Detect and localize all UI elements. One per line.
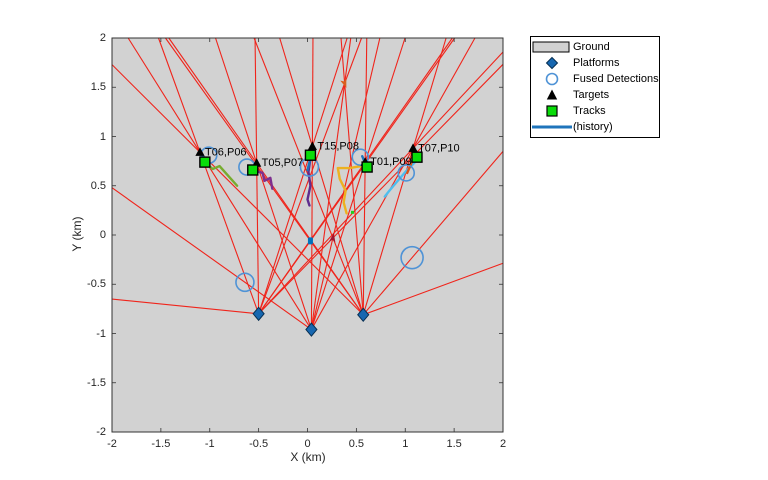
bearing-ray — [310, 37, 314, 330]
fused-detection-circle[interactable] — [397, 164, 416, 182]
untracked-target-orange — [340, 78, 347, 89]
target-marker[interactable] — [408, 143, 418, 152]
track-label: T15,P08 — [317, 140, 359, 152]
legend-row-fused-detections: Fused Detections — [531, 72, 659, 87]
y-tick-label: 1.5 — [90, 81, 106, 94]
bearing-ray — [254, 37, 260, 314]
bearing-ray — [258, 37, 348, 314]
y-tick-label: 1 — [99, 130, 106, 143]
legend-row-history: (history) — [531, 119, 659, 134]
y-tick-label: -0.5 — [87, 278, 106, 291]
bearing-ray — [111, 298, 259, 315]
bearing-ray — [362, 37, 447, 315]
legend-label: Platforms — [573, 57, 620, 70]
x-tick-label: 0.5 — [348, 438, 365, 450]
legend-row-targets: Targets — [531, 87, 659, 102]
bearing-ray — [310, 37, 406, 330]
track-marker[interactable] — [411, 151, 423, 163]
legend-row-ground: Ground — [531, 40, 659, 55]
legend-label: Ground — [573, 41, 610, 54]
small-platform-dot — [307, 237, 313, 245]
fused-detection-circle[interactable] — [351, 148, 370, 166]
bearing-ray — [362, 37, 368, 315]
bearing-ray — [279, 37, 364, 315]
bearing-ray — [258, 51, 504, 315]
platform-diamond-icon — [531, 56, 573, 70]
legend: Ground Platforms Fused Detections Target… — [530, 36, 660, 138]
platform-marker[interactable] — [305, 322, 318, 337]
bearing-ray — [310, 37, 381, 330]
residual-dot-green — [350, 210, 354, 214]
track-label: T07,P10 — [418, 142, 460, 154]
x-tick-label: 1 — [402, 438, 409, 450]
fused-detection-circle[interactable] — [400, 245, 424, 270]
y-tick-label: 2 — [99, 32, 106, 44]
x-tick-label: -2 — [107, 438, 117, 450]
track-square-icon — [531, 104, 573, 118]
bearing-ray — [111, 64, 364, 316]
target-marker[interactable] — [307, 141, 317, 150]
track-marker[interactable] — [361, 161, 373, 173]
bearing-ray — [127, 37, 312, 330]
legend-row-tracks: Tracks — [531, 103, 659, 118]
x-tick-label: -0.5 — [249, 438, 269, 450]
x-tick-label: -1.5 — [151, 438, 171, 450]
legend-label: Fused Detections — [573, 73, 659, 86]
bearing-ray — [157, 37, 260, 314]
platform-marker[interactable] — [357, 307, 370, 323]
y-tick-label: 0.5 — [90, 179, 106, 192]
track-marker[interactable] — [247, 164, 259, 176]
legend-label: Targets — [573, 88, 610, 101]
track-label: T05,P07 — [262, 157, 304, 169]
track-label: T06,P06 — [205, 146, 247, 158]
y-tick-label: -2 — [96, 426, 106, 438]
detection-circle-icon — [531, 72, 573, 86]
bearing-ray — [310, 37, 352, 330]
track-marker[interactable] — [199, 156, 211, 168]
legend-row-platforms: Platforms — [531, 56, 659, 71]
bearing-ray — [258, 63, 504, 315]
track-label: T01,P09 — [370, 156, 412, 168]
legend-label: Tracks — [573, 104, 606, 117]
x-tick-label: 0 — [304, 438, 311, 450]
legend-label: (history) — [573, 120, 613, 133]
x-tick-label: 2 — [499, 438, 507, 450]
bearing-ray — [363, 262, 504, 316]
y-tick-label: -1 — [96, 327, 106, 340]
untracked-target-darkred — [329, 233, 336, 243]
fused-detection-circle[interactable] — [235, 272, 255, 293]
y-tick-label: -1.5 — [87, 376, 106, 389]
platform-marker[interactable] — [252, 306, 265, 322]
bearing-ray — [215, 37, 312, 330]
track-T05-trail — [251, 168, 274, 190]
track-marker[interactable] — [304, 149, 317, 161]
y-axis-label: Y (km) — [70, 216, 84, 252]
target-marker[interactable] — [195, 147, 205, 156]
track-T01-trail — [336, 164, 363, 215]
x-tick-label: 1.5 — [446, 438, 462, 450]
bearing-ray — [111, 187, 312, 331]
x-tick-label: -1 — [204, 438, 215, 450]
target-triangle-icon — [531, 88, 573, 102]
history-line-icon — [531, 120, 573, 134]
ground-patch-icon — [531, 40, 573, 54]
bearing-ray — [362, 151, 504, 316]
x-axis-label: X (km) — [290, 450, 326, 464]
y-tick-label: 0 — [99, 229, 106, 241]
